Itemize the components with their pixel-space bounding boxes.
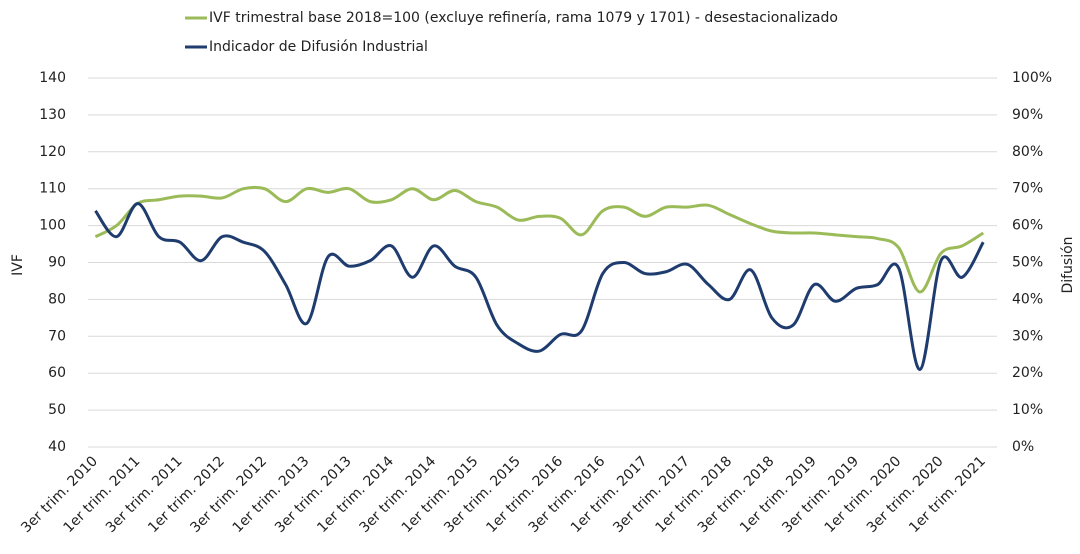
y2-tick-label: 90%: [1012, 107, 1043, 123]
x-tick-label: 3er trim. 2011: [103, 453, 186, 536]
x-tick-label: 3er trim. 2018: [695, 453, 778, 536]
series-line: [94, 201, 985, 372]
x-tick-label: 1er trim. 2017: [568, 453, 651, 536]
y2-tick-label: 50%: [1012, 255, 1043, 271]
y-tick-label: 50: [48, 402, 66, 418]
legend-label: Indicador de Difusión Industrial: [209, 39, 428, 55]
x-tick-label: 1er trim. 2011: [61, 453, 144, 536]
x-tick-label: 1er trim. 2020: [822, 453, 905, 536]
y2-tick-label: 40%: [1012, 291, 1043, 307]
y-tick-label: 70: [48, 328, 66, 344]
y2-tick-label: 0%: [1012, 439, 1034, 455]
x-tick-label: 3er trim. 2014: [357, 453, 440, 536]
series-line: [94, 185, 985, 294]
y2-tick-label: 20%: [1012, 365, 1043, 381]
y2-tick-label: 100%: [1012, 70, 1052, 86]
y2-tick-label: 10%: [1012, 402, 1043, 418]
y2-axis-label: Difusión: [1060, 236, 1076, 293]
x-tick-label: 3er trim. 2019: [779, 453, 862, 536]
x-tick-label: 1er trim. 2012: [145, 453, 228, 536]
y2-tick-label: 70%: [1012, 181, 1043, 197]
y2-tick-label: 30%: [1012, 328, 1043, 344]
y-tick-label: 100: [39, 218, 66, 234]
x-tick-label: 3er trim. 2020: [864, 453, 947, 536]
y-tick-label: 60: [48, 365, 66, 381]
x-tick-label: 3er trim. 2015: [441, 453, 524, 536]
x-tick-label: 3er trim. 2010: [18, 453, 101, 536]
y-tick-label: 90: [48, 255, 66, 271]
y-tick-label: 140: [39, 70, 66, 86]
y2-tick-label: 60%: [1012, 218, 1043, 234]
x-tick-label: 3er trim. 2016: [526, 453, 609, 536]
y-tick-label: 130: [39, 107, 66, 123]
y-tick-label: 110: [39, 181, 66, 197]
x-tick-label: 3er trim. 2013: [272, 453, 355, 536]
x-tick-label: 1er trim. 2018: [652, 453, 735, 536]
x-tick-label: 1er trim. 2019: [737, 453, 820, 536]
x-tick-label: 3er trim. 2017: [610, 453, 693, 536]
y-tick-label: 40: [48, 439, 66, 455]
x-tick-label: 1er trim. 2016: [483, 453, 566, 536]
y-tick-label: 120: [39, 144, 66, 160]
x-tick-label: 1er trim. 2013: [230, 453, 313, 536]
y-axis-label: IVF: [10, 254, 26, 276]
y2-tick-label: 80%: [1012, 144, 1043, 160]
x-tick-label: 1er trim. 2021: [906, 453, 989, 536]
x-tick-label: 3er trim. 2012: [187, 453, 270, 536]
x-tick-label: 1er trim. 2015: [399, 453, 482, 536]
y-tick-label: 80: [48, 291, 66, 307]
legend-label: IVF trimestral base 2018=100 (excluye re…: [209, 10, 838, 26]
x-tick-label: 1er trim. 2014: [314, 453, 397, 536]
